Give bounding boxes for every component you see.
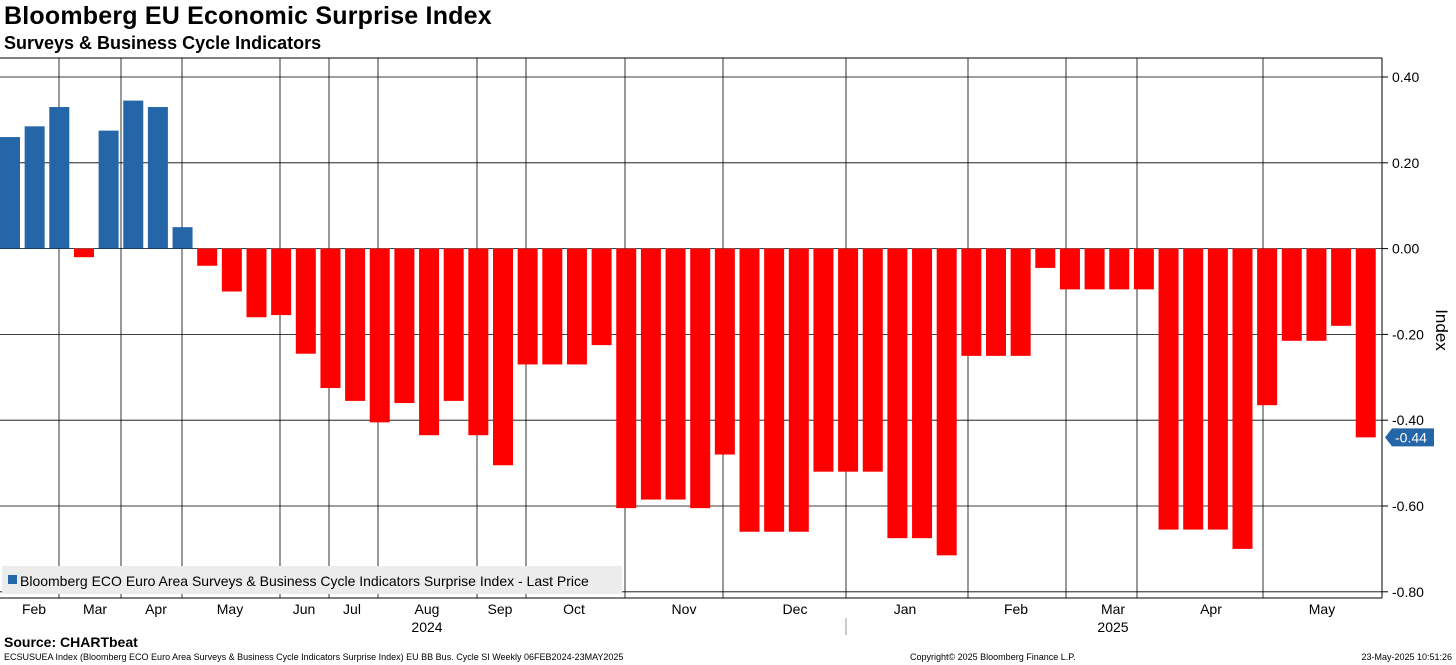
bar — [1207, 248, 1228, 530]
bar — [394, 248, 415, 404]
bar — [49, 107, 70, 249]
bar — [221, 248, 242, 292]
x-tick-label: Mar — [1101, 601, 1125, 617]
bar — [862, 248, 883, 472]
x-tick-label: Oct — [563, 601, 585, 617]
x-tick-label: Aug — [415, 601, 440, 617]
y-tick-label: -0.20 — [1392, 326, 1424, 342]
bar — [1183, 248, 1204, 530]
bar — [1158, 248, 1179, 530]
bar — [419, 248, 440, 436]
bar — [295, 248, 316, 354]
x-tick-label: Jul — [343, 601, 361, 617]
footer-timestamp: 23-May-2025 10:51:26 — [1361, 652, 1452, 662]
footer-copyright: Copyright© 2025 Bloomberg Finance L.P. — [910, 652, 1076, 662]
bar — [1010, 248, 1031, 356]
y-tick-label: -0.80 — [1392, 584, 1424, 600]
source-label: Source: CHARTbeat — [4, 634, 138, 650]
last-value-label: -0.44 — [1395, 429, 1427, 445]
last-value-flag — [1385, 428, 1434, 447]
x-tick-label: Jan — [894, 601, 917, 617]
y-tick-label: 0.40 — [1392, 69, 1419, 85]
bar — [665, 248, 686, 500]
legend-box — [2, 566, 622, 594]
bar — [369, 248, 390, 423]
bar — [690, 248, 711, 509]
x-tick-label: Apr — [145, 601, 167, 617]
chart-subtitle: Surveys & Business Cycle Indicators — [4, 33, 322, 53]
bar — [1109, 248, 1130, 290]
x-tick-label: Apr — [1200, 601, 1222, 617]
year-label: 2024 — [411, 619, 442, 635]
x-tick-label: Feb — [1004, 601, 1028, 617]
bar — [197, 248, 218, 266]
x-tick-label: Mar — [83, 601, 107, 617]
bar — [1133, 248, 1154, 290]
y-tick-label: 0.20 — [1392, 155, 1419, 171]
bar — [566, 248, 587, 365]
bar — [1257, 248, 1278, 406]
bar — [246, 248, 267, 318]
bar — [24, 126, 45, 249]
bar — [1059, 248, 1080, 290]
bar — [147, 107, 168, 249]
bar — [1232, 248, 1253, 549]
bar — [542, 248, 563, 365]
bar — [591, 248, 612, 346]
x-tick-label: Dec — [783, 601, 808, 617]
bar — [616, 248, 637, 509]
x-tick-label: Sep — [488, 601, 513, 617]
bar — [813, 248, 834, 472]
y-axis-label: Index — [1432, 309, 1451, 351]
bar — [764, 248, 785, 532]
bar — [320, 248, 341, 389]
bar — [714, 248, 735, 455]
bar — [1355, 248, 1376, 438]
y-tick-label: -0.40 — [1392, 412, 1424, 428]
footer-series-info: ECSUSUEA Index (Bloomberg ECO Euro Area … — [4, 652, 624, 662]
bar — [517, 248, 538, 365]
x-tick-label: Feb — [22, 601, 46, 617]
bar — [345, 248, 366, 401]
bar — [172, 227, 193, 249]
bar — [98, 130, 119, 249]
legend-swatch — [8, 575, 17, 584]
bar — [739, 248, 760, 532]
year-label: 2025 — [1097, 619, 1128, 635]
bar — [912, 248, 933, 539]
bar — [986, 248, 1006, 356]
bar — [468, 248, 489, 436]
bar — [271, 248, 292, 316]
bar — [1331, 248, 1352, 326]
bar — [0, 137, 20, 249]
bar — [1035, 248, 1056, 268]
bar — [123, 100, 144, 249]
bar — [1306, 248, 1327, 341]
bar — [887, 248, 908, 539]
y-tick-label: -0.60 — [1392, 498, 1424, 514]
x-tick-label: Nov — [672, 601, 697, 617]
bar — [788, 248, 809, 532]
bar — [73, 248, 94, 258]
y-tick-label: 0.00 — [1392, 241, 1419, 257]
bar — [936, 248, 957, 556]
chart-title: Bloomberg EU Economic Surprise Index — [4, 2, 492, 30]
bar — [443, 248, 464, 401]
x-tick-label: May — [217, 601, 243, 617]
bar — [1281, 248, 1302, 341]
bar — [1084, 248, 1105, 290]
bar — [493, 248, 513, 466]
legend-label: Bloomberg ECO Euro Area Surveys & Busine… — [20, 573, 589, 589]
bar — [838, 248, 859, 472]
x-tick-label: Jun — [293, 601, 316, 617]
bar — [961, 248, 982, 356]
x-tick-label: May — [1309, 601, 1335, 617]
bar — [640, 248, 661, 500]
